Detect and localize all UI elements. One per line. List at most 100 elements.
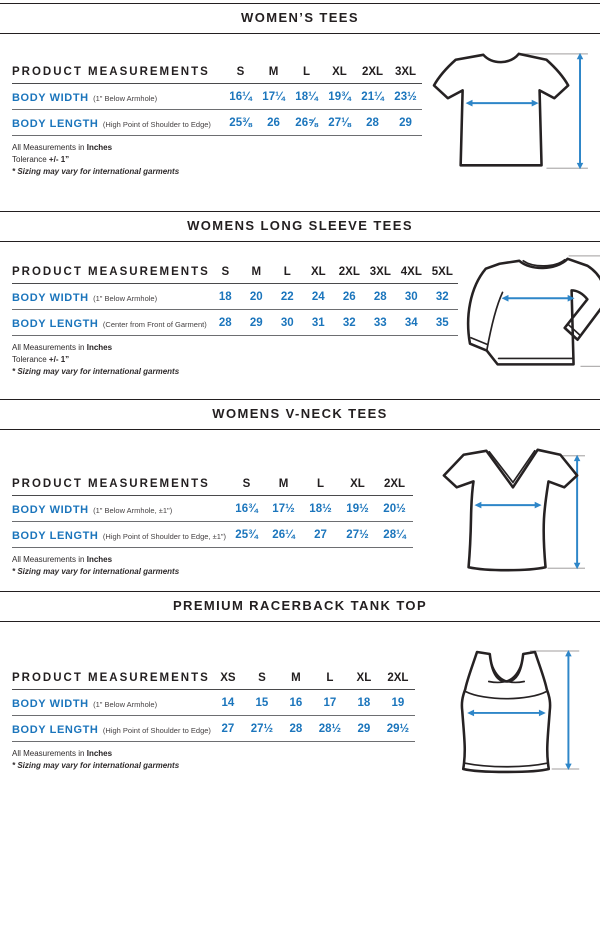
size-column-header: S bbox=[242, 478, 251, 490]
measurement-value: 33 bbox=[373, 317, 387, 329]
tolerance-note: Tolerance bbox=[12, 155, 47, 164]
measurement-value: 25⅜ bbox=[229, 117, 252, 129]
table-row-body-width: BODY WIDTH (1" Below Armhole, ±1") 16¾ 1… bbox=[12, 496, 413, 522]
v-neck-tee-icon bbox=[442, 448, 586, 572]
section-title-band: WOMENS V-NECK TEES bbox=[0, 399, 600, 430]
section-womens-long-sleeve-tees: WOMENS LONG SLEEVE TEES PRODUCT MEASUREM… bbox=[0, 211, 600, 397]
size-column-header: 2XL bbox=[338, 266, 360, 278]
v-neck-inner-line bbox=[488, 449, 536, 484]
table-notes: All Measurements in Inches Tolerance +/-… bbox=[12, 143, 422, 176]
units-value: Inches bbox=[86, 555, 113, 564]
table-row-body-width: BODY WIDTH (1" Below Armhole) 16¼ 17¼ 18… bbox=[12, 84, 422, 110]
size-column-header: 2XL bbox=[383, 478, 406, 490]
measurement-value: 28 bbox=[289, 723, 303, 735]
garment-outline bbox=[466, 257, 600, 366]
size-column-header: S bbox=[258, 672, 266, 684]
long-sleeve-tee-icon bbox=[466, 255, 600, 367]
row-label: BODY WIDTH bbox=[12, 698, 89, 710]
section-premium-racerback-tank-top: PREMIUM RACERBACK TANK TOP PRODUCT MEASU… bbox=[0, 591, 600, 787]
measurement-value: 16 bbox=[289, 697, 303, 709]
measurement-value: 27 bbox=[221, 723, 235, 735]
size-column-header: XL bbox=[310, 266, 326, 278]
row-note: (1" Below Armhole) bbox=[93, 294, 158, 303]
measurement-value: 29½ bbox=[386, 723, 410, 735]
row-label: BODY LENGTH bbox=[12, 724, 99, 736]
measurement-value: 34 bbox=[404, 317, 418, 329]
measurement-value: 27½ bbox=[250, 723, 274, 735]
measurement-value: 23½ bbox=[394, 91, 417, 103]
section-title-band: WOMEN’S TEES bbox=[0, 3, 600, 34]
table-row-body-width: BODY WIDTH (1" Below Armhole) 18 20 22 2… bbox=[12, 284, 458, 310]
sizing-disclaimer: * Sizing may vary for international garm… bbox=[12, 761, 180, 770]
racerback-curve-right bbox=[487, 655, 525, 684]
racerback-tank-icon bbox=[460, 650, 580, 774]
garment-outline bbox=[442, 448, 579, 572]
size-column-header: 4XL bbox=[400, 266, 422, 278]
size-column-header: 5XL bbox=[431, 266, 453, 278]
measurement-value: 35 bbox=[435, 317, 449, 329]
measurement-value: 25¾ bbox=[235, 529, 258, 541]
cuff-line-left bbox=[469, 336, 489, 346]
measurement-value: 27½ bbox=[346, 529, 369, 541]
row-label: BODY WIDTH bbox=[12, 92, 89, 104]
table-row-body-length: BODY LENGTH (High Point of Shoulder to E… bbox=[12, 522, 413, 548]
measurement-value: 32 bbox=[435, 291, 449, 303]
long-sleeve-tee-figure bbox=[458, 246, 600, 397]
tolerance-value: +/- 1” bbox=[48, 355, 70, 364]
size-column-header: XS bbox=[220, 672, 236, 684]
measurement-value: 21¼ bbox=[361, 91, 384, 103]
measurement-value: 31 bbox=[311, 317, 325, 329]
section-title-band: WOMENS LONG SLEEVE TEES bbox=[0, 211, 600, 242]
measurement-value: 28 bbox=[366, 117, 379, 129]
row-note: (Center from Front of Garment) bbox=[102, 320, 207, 329]
row-note: (High Point of Shoulder to Edge, ±1") bbox=[102, 532, 227, 541]
measurement-value: 19 bbox=[391, 697, 405, 709]
hem-line bbox=[463, 762, 549, 768]
size-column-header: M bbox=[278, 478, 289, 490]
measurement-value: 19¾ bbox=[328, 91, 351, 103]
measurements-table: PRODUCT MEASUREMENTS S M L XL 2XL BODY W… bbox=[12, 478, 413, 548]
row-label: BODY WIDTH bbox=[12, 292, 89, 304]
body-width-arrow bbox=[465, 99, 539, 107]
size-column-header: S bbox=[236, 66, 245, 78]
measurements-table: PRODUCT MEASUREMENTS S M L XL 2XL 3XL 4X… bbox=[12, 266, 458, 336]
row-note: (High Point of Shoulder to Edge) bbox=[102, 726, 211, 735]
sizing-disclaimer: * Sizing may vary for international garm… bbox=[12, 567, 180, 576]
table-header-product-measurements: PRODUCT MEASUREMENTS bbox=[12, 266, 210, 278]
units-note: All Measurements in bbox=[12, 555, 85, 564]
measurement-value: 17 bbox=[323, 697, 337, 709]
measurement-value: 30 bbox=[280, 317, 294, 329]
measurements-table: PRODUCT MEASUREMENTS S M L XL 2XL 3XL BO… bbox=[12, 66, 422, 136]
measurement-value: 28¼ bbox=[383, 529, 406, 541]
v-neck-tee-figure bbox=[429, 436, 592, 591]
section-title: WOMENS LONG SLEEVE TEES bbox=[187, 218, 413, 233]
section-womens-tees: WOMEN’S TEES PRODUCT MEASUREMENTS S M L … bbox=[0, 3, 600, 193]
size-column-header: XL bbox=[350, 478, 365, 490]
measurement-value: 20½ bbox=[383, 503, 406, 515]
size-column-header: 2XL bbox=[387, 672, 409, 684]
row-note: (1" Below Armhole) bbox=[93, 700, 158, 709]
row-note: (High Point of Shoulder to Edge) bbox=[102, 120, 211, 129]
size-column-header: L bbox=[316, 478, 325, 490]
section-title: PREMIUM RACERBACK TANK TOP bbox=[172, 598, 428, 613]
units-note: All Measurements in bbox=[12, 343, 85, 352]
garment-outline bbox=[432, 52, 570, 167]
table-row-body-length: BODY LENGTH (High Point of Shoulder to E… bbox=[12, 110, 422, 136]
size-column-header: M bbox=[251, 266, 262, 278]
table-notes: All Measurements in Inches * Sizing may … bbox=[12, 555, 413, 576]
row-label: BODY LENGTH bbox=[12, 118, 99, 130]
table-row-body-width: BODY WIDTH (1" Below Armhole) 14 15 16 1… bbox=[12, 690, 415, 716]
measurement-value: 28 bbox=[218, 317, 232, 329]
section-title: WOMENS V-NECK TEES bbox=[212, 406, 388, 421]
row-note: (1" Below Armhole, ±1") bbox=[93, 506, 173, 515]
measurement-value: 18¼ bbox=[295, 91, 318, 103]
measurement-value: 24 bbox=[311, 291, 325, 303]
size-column-header: L bbox=[326, 672, 334, 684]
measurement-value: 32 bbox=[342, 317, 356, 329]
units-note: All Measurements in bbox=[12, 143, 85, 152]
measurement-value: 18 bbox=[218, 291, 232, 303]
units-value: Inches bbox=[86, 343, 113, 352]
measurement-value: 27 bbox=[314, 529, 327, 541]
measurement-value: 19½ bbox=[346, 503, 369, 515]
measurements-table: PRODUCT MEASUREMENTS XS S M L XL 2XL BOD… bbox=[12, 672, 415, 742]
